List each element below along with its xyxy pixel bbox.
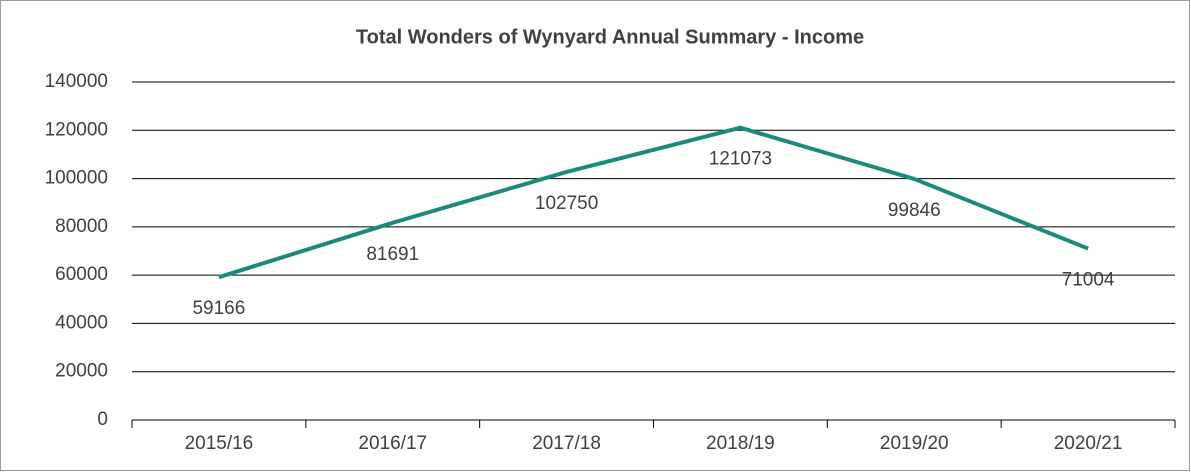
y-tick-label: 80000 bbox=[55, 216, 108, 237]
line-series bbox=[218, 125, 1089, 280]
y-tick-label: 100000 bbox=[45, 168, 108, 189]
y-tick-label: 0 bbox=[97, 409, 108, 430]
data-label: 71004 bbox=[1062, 270, 1115, 291]
data-label: 121073 bbox=[709, 149, 772, 170]
chart-title: Total Wonders of Wynyard Annual Summary … bbox=[356, 26, 864, 48]
y-tick-label: 120000 bbox=[45, 119, 108, 140]
data-label: 102750 bbox=[535, 193, 598, 214]
data-label: 99846 bbox=[888, 200, 941, 221]
x-tick-label: 2019/20 bbox=[880, 433, 949, 454]
x-tick-label: 2018/19 bbox=[706, 433, 775, 454]
x-tick-label: 2020/21 bbox=[1054, 433, 1123, 454]
y-tick-label: 40000 bbox=[55, 312, 108, 333]
x-tick-label: 2016/17 bbox=[358, 433, 427, 454]
y-tick-label: 20000 bbox=[55, 361, 108, 382]
x-tick-label: 2017/18 bbox=[532, 433, 601, 454]
data-label: 59166 bbox=[192, 298, 245, 319]
data-label: 81691 bbox=[366, 244, 419, 265]
x-tick-label: 2015/16 bbox=[185, 433, 254, 454]
y-tick-label: 60000 bbox=[55, 264, 108, 285]
y-tick-label: 140000 bbox=[45, 71, 108, 92]
